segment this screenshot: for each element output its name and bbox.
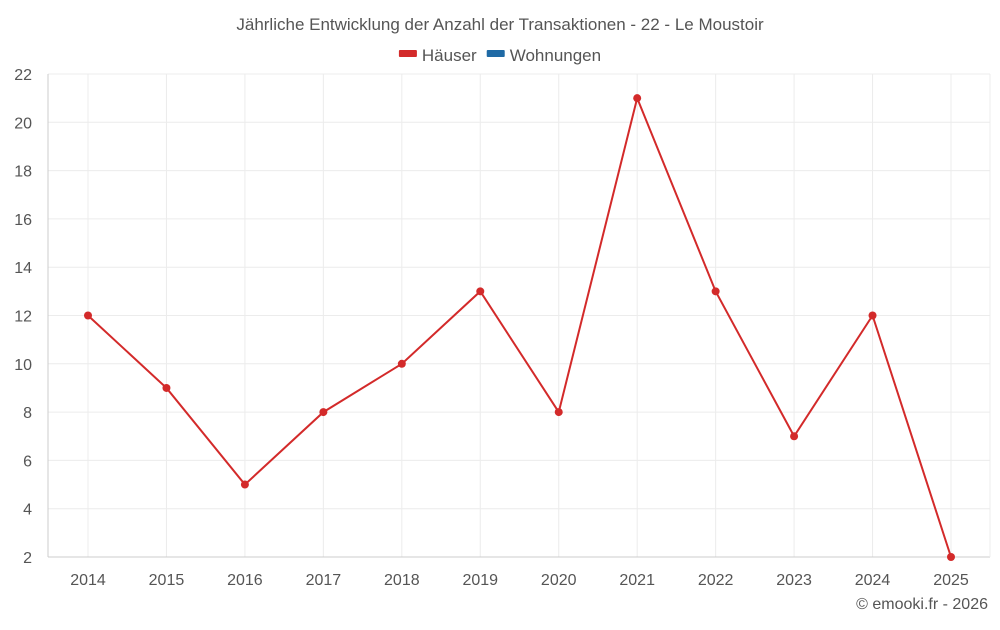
series-line-haeuser <box>87 94 952 558</box>
y-tick-label: 4 <box>23 502 32 519</box>
x-tick-label: 2014 <box>70 572 106 589</box>
y-tick-label: 12 <box>14 309 32 326</box>
legend-label: Häuser <box>422 46 477 65</box>
legend-swatch <box>398 50 417 57</box>
chart-title: Jährliche Entwicklung der Anzahl der Tra… <box>236 15 764 34</box>
x-tick-label: 2024 <box>855 572 891 589</box>
data-point[interactable] <box>711 287 720 296</box>
y-axis-ticks: 2 4 6 8 10 12 14 16 18 20 22 <box>14 67 32 567</box>
x-tick-label: 2025 <box>933 572 969 589</box>
y-tick-label: 22 <box>14 67 32 84</box>
grid <box>48 73 990 557</box>
x-tick-label: 2015 <box>149 572 185 589</box>
data-point[interactable] <box>790 432 799 441</box>
x-tick-label: 2019 <box>462 572 498 589</box>
data-point[interactable] <box>476 287 485 296</box>
data-point[interactable] <box>633 94 642 103</box>
data-point[interactable] <box>240 480 249 489</box>
legend-item[interactable]: Häuser <box>398 46 477 65</box>
x-tick-label: 2020 <box>541 572 577 589</box>
data-point[interactable] <box>947 553 955 561</box>
x-tick-label: 2017 <box>306 572 342 589</box>
data-point[interactable] <box>319 408 328 417</box>
credit-text: © emooki.fr - 2026 <box>856 596 988 613</box>
legend-item[interactable]: Wohnungen <box>486 46 601 65</box>
x-tick-label: 2022 <box>698 572 734 589</box>
y-tick-label: 2 <box>23 550 32 567</box>
legend-swatch <box>486 50 505 57</box>
data-point[interactable] <box>162 383 171 392</box>
y-tick-label: 14 <box>14 260 32 277</box>
axes <box>47 74 991 558</box>
legend-label: Wohnungen <box>510 46 601 65</box>
x-tick-label: 2018 <box>384 572 420 589</box>
legend[interactable]: Häuser Wohnungen <box>398 46 601 65</box>
series-layer <box>84 94 955 561</box>
y-tick-label: 16 <box>14 212 32 229</box>
y-tick-label: 18 <box>14 164 32 181</box>
y-tick-label: 6 <box>23 453 32 470</box>
data-point[interactable] <box>84 311 92 320</box>
y-tick-label: 20 <box>14 115 32 132</box>
data-point[interactable] <box>397 359 406 368</box>
y-tick-label: 10 <box>14 357 32 374</box>
x-tick-label: 2016 <box>227 572 263 589</box>
x-tick-label: 2021 <box>619 572 655 589</box>
data-point[interactable] <box>554 408 563 417</box>
x-axis-ticks: 2014 2015 2016 2017 2018 2019 2020 2021 2022 2023… <box>70 572 969 589</box>
data-point[interactable] <box>868 311 877 320</box>
y-tick-label: 8 <box>23 405 32 422</box>
x-tick-label: 2023 <box>776 572 812 589</box>
